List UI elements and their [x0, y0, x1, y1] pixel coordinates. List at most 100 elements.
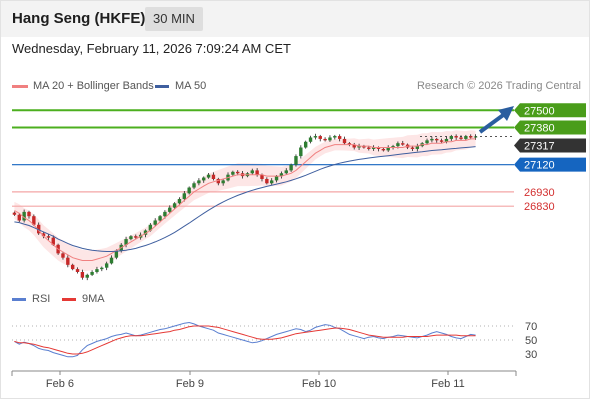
candle-body — [41, 233, 46, 237]
candle-body — [61, 253, 65, 258]
time-tick-label: Feb 6 — [46, 378, 74, 390]
candle-body — [279, 173, 284, 177]
ma50-line — [14, 146, 476, 252]
candle-body — [36, 224, 41, 234]
rsi-legend-swatch — [12, 298, 26, 301]
candle-body — [12, 212, 17, 215]
candle-body — [274, 176, 279, 181]
candle-body — [231, 171, 235, 175]
candle-body — [342, 138, 347, 144]
candle-body — [396, 143, 400, 147]
candle-body — [308, 137, 313, 142]
rsi-tick-50: 50 — [525, 335, 537, 347]
candle-body — [66, 257, 70, 265]
candle-body — [153, 220, 157, 225]
candle-body — [75, 269, 80, 272]
date-line: Wednesday, February 11, 2026 7:09:24 AM … — [12, 41, 291, 56]
candle-body — [177, 199, 182, 204]
candle-body — [221, 180, 225, 184]
candle-body — [328, 137, 332, 141]
candle-body — [206, 174, 211, 178]
time-tick-label: Feb 11 — [431, 378, 464, 390]
rsi-ma-legend-swatch — [62, 298, 76, 301]
candle-body — [216, 178, 221, 184]
candle-body — [473, 136, 478, 138]
candle-body — [80, 271, 85, 278]
candle-body — [70, 264, 75, 270]
timeframe-button[interactable]: 30 MIN — [145, 7, 203, 31]
candle-body — [435, 138, 439, 141]
candle-body — [430, 138, 434, 141]
candle-body — [22, 211, 26, 221]
rsi-line — [14, 321, 476, 358]
rsi-ma-legend-label: 9MA — [82, 293, 105, 305]
candle-body — [449, 136, 454, 139]
candle-body — [299, 147, 303, 157]
level-label-27380: 27380 — [524, 122, 555, 134]
instrument-title: Hang Seng (HKFE) — [12, 10, 146, 27]
candle-body — [143, 230, 148, 235]
candle-body — [337, 136, 342, 139]
bollinger-band — [14, 130, 476, 272]
candle-body — [100, 267, 104, 270]
candle-body — [410, 147, 415, 149]
chart-header: Hang Seng (HKFE) 30 MIN — [0, 0, 590, 37]
candle-body — [303, 141, 308, 148]
candle-body — [202, 177, 206, 181]
credit-text: Research © 2026 Trading Central — [416, 80, 581, 92]
candle-body — [124, 239, 128, 245]
candle-body — [371, 147, 376, 149]
candle-body — [318, 136, 322, 139]
candle-body — [32, 216, 36, 225]
candle-body — [236, 171, 240, 174]
candle-body — [172, 203, 177, 208]
candle-body — [269, 180, 274, 184]
candle-body — [333, 136, 337, 138]
candle-body — [158, 216, 162, 221]
candle-body — [386, 147, 390, 151]
candle-body — [182, 193, 187, 200]
candle-body — [464, 136, 468, 139]
candle-body — [294, 156, 298, 165]
candle-body — [192, 183, 196, 188]
rsi-legend-label: RSI — [32, 293, 51, 305]
candle-body — [129, 236, 133, 240]
rsi-ma-line — [14, 325, 476, 355]
ma20-line — [14, 138, 476, 261]
ma50-legend-swatch — [155, 85, 169, 88]
candle-body — [46, 236, 51, 238]
rsi-tick-30: 30 — [525, 349, 537, 361]
time-tick-label: Feb 10 — [302, 378, 336, 390]
candle-body — [134, 236, 138, 238]
candle-body — [51, 237, 55, 245]
candle-body — [323, 138, 327, 141]
candle-body — [469, 136, 473, 138]
ma50-legend-label: MA 50 — [175, 80, 207, 92]
level-label-26830: 26830 — [524, 201, 555, 213]
candle-body — [255, 170, 259, 175]
projection-arrow-head — [498, 106, 514, 121]
ma20-legend-label: MA 20 + Bollinger Bands — [33, 80, 154, 92]
candle-body — [439, 140, 444, 142]
candle-body — [265, 178, 269, 184]
candle-body — [313, 136, 318, 138]
candle-body — [148, 224, 153, 231]
candle-body — [381, 148, 386, 151]
time-tick-label: Feb 9 — [176, 378, 204, 390]
candle-body — [250, 170, 254, 174]
candle-body — [367, 147, 371, 149]
level-label-27500: 27500 — [524, 105, 555, 117]
candle-body — [109, 257, 114, 264]
candle-body — [27, 211, 31, 217]
candle-body — [168, 207, 172, 212]
candle-body — [85, 274, 89, 278]
candle-body — [459, 137, 463, 139]
candle-body — [357, 146, 361, 148]
candle-body — [401, 143, 405, 145]
level-label-26930: 26930 — [524, 187, 555, 199]
level-label-box-27120 — [514, 157, 586, 172]
rsi-tick-70: 70 — [525, 321, 537, 333]
projection-arrow-shaft — [478, 111, 508, 134]
candle-body — [444, 138, 449, 142]
